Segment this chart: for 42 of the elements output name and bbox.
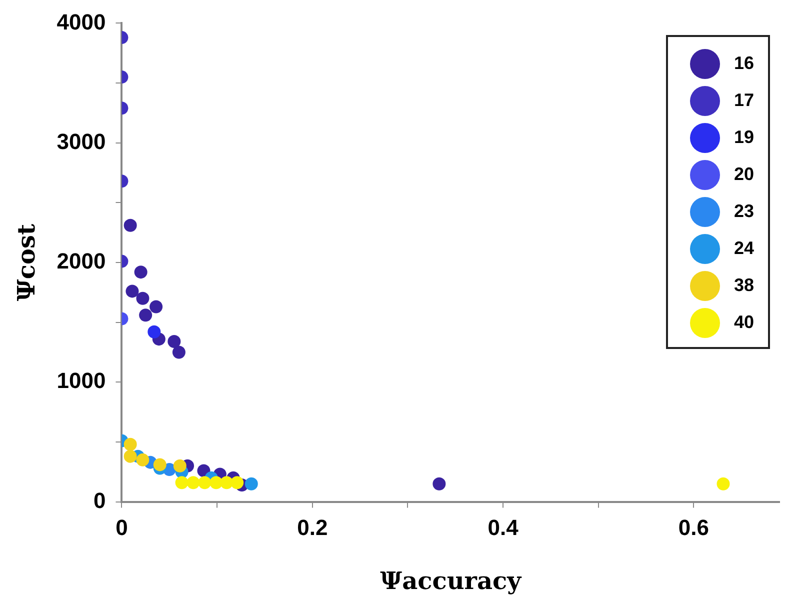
point	[134, 266, 148, 279]
point	[168, 334, 181, 348]
legend-label: 16	[734, 53, 754, 74]
point	[172, 346, 186, 359]
point	[186, 476, 200, 490]
legend-label: 40	[734, 312, 754, 333]
legend-label: 17	[734, 90, 754, 111]
y-tick-label: 1000	[56, 368, 106, 394]
legend-label: 20	[734, 164, 754, 185]
x-tick-label: 0.2	[297, 515, 328, 540]
y-tick-label: 2000	[56, 248, 106, 274]
point	[230, 476, 244, 490]
x-tick-label: 0.4	[488, 515, 520, 540]
x-tick-label: 0	[116, 515, 128, 540]
point	[124, 450, 137, 463]
point	[198, 476, 212, 490]
y-tick-label: 3000	[56, 128, 106, 154]
y-axis-title: Ψcost	[12, 224, 41, 302]
point	[210, 476, 223, 490]
legend-label: 23	[734, 201, 754, 222]
point	[716, 477, 730, 490]
point	[124, 218, 137, 232]
y-tick-label: 4000	[56, 9, 106, 34]
legend-label: 24	[734, 238, 754, 259]
point	[153, 458, 166, 472]
x-axis-title: Ψaccuracy	[380, 566, 522, 595]
point	[432, 477, 446, 490]
point	[139, 308, 152, 322]
point	[136, 292, 150, 305]
point	[173, 459, 186, 472]
point	[136, 453, 150, 466]
y-tick-label: 0	[93, 488, 106, 513]
legend-label: 38	[734, 275, 754, 296]
point	[175, 476, 188, 490]
point	[220, 476, 234, 490]
point	[124, 438, 137, 451]
legend-label: 19	[734, 127, 754, 148]
point	[126, 284, 139, 298]
point	[150, 300, 163, 314]
point	[148, 325, 161, 338]
point	[244, 477, 258, 490]
x-tick-label: 0.6	[678, 515, 709, 540]
